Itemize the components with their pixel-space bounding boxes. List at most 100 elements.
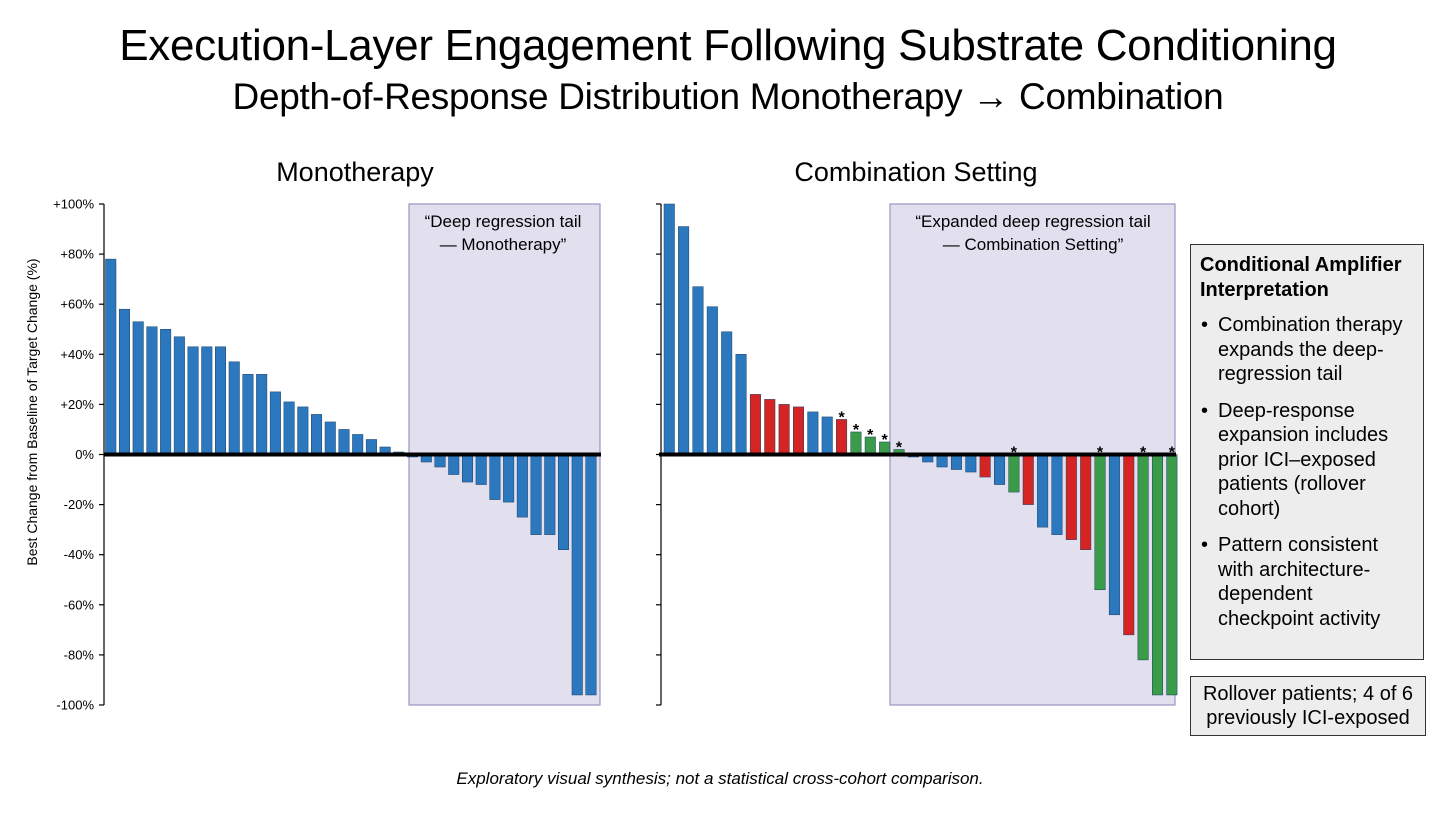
- y-tick-label: +60%: [60, 297, 94, 312]
- interpretation-bullet-text: Combination therapy expands the deep-reg…: [1218, 314, 1403, 385]
- bar: [1065, 454, 1077, 540]
- y-tick-label: -40%: [64, 547, 95, 562]
- y-axis-label: Best Change from Baseline of Target Chan…: [24, 258, 40, 565]
- interpretation-bullet-text: Pattern consistent with architecture-dep…: [1218, 534, 1381, 630]
- bar: [338, 429, 350, 455]
- bar: [269, 391, 281, 455]
- asterisk-marker: *: [867, 427, 874, 444]
- bar: [352, 434, 364, 455]
- bar: [461, 454, 473, 483]
- bar: [994, 454, 1006, 485]
- bar: [132, 321, 144, 455]
- bar: [585, 454, 597, 696]
- bar: [228, 361, 240, 455]
- bar: [544, 454, 556, 535]
- y-tick-label: +80%: [60, 247, 94, 262]
- chart-title: Execution-Layer Engagement Following Sub…: [119, 21, 1337, 70]
- bar: [1037, 454, 1049, 528]
- bullet-icon: •: [1201, 534, 1209, 556]
- shaded-region-label-line: “Expanded deep regression tail: [915, 212, 1150, 231]
- y-tick-label: -60%: [64, 597, 95, 612]
- panel-title: Monotherapy: [276, 157, 434, 187]
- bar: [1108, 454, 1120, 616]
- bar: [118, 308, 130, 455]
- bar: [663, 203, 675, 455]
- panel-title: Combination Setting: [794, 157, 1037, 187]
- bar: [764, 399, 776, 455]
- bar: [1022, 454, 1034, 505]
- interpretation-title: Conditional Amplifier Interpretation: [1200, 254, 1402, 301]
- y-tick-label: 0%: [75, 447, 94, 462]
- footnote: Exploratory visual synthesis; not a stat…: [456, 769, 984, 788]
- bar: [297, 406, 309, 455]
- interpretation-bullet: • Combination therapy expands the deep-re…: [1200, 313, 1413, 387]
- interpretation-bullet: • Pattern consistent with architecture-de…: [1200, 533, 1413, 631]
- y-axis-tick-labels: +100% +80% +60% +40% +20% 0% -20% -40% -60% -80% -…: [53, 197, 94, 713]
- y-tick-label: -20%: [64, 497, 95, 512]
- interpretation-bullet: • Deep-response expansion includes prior …: [1200, 399, 1413, 522]
- bar: [242, 374, 254, 455]
- bar: [311, 414, 323, 455]
- bar: [821, 416, 833, 455]
- bar: [1151, 454, 1163, 696]
- shaded-region-label-line: “Deep regression tail: [425, 212, 582, 231]
- bullet-icon: •: [1201, 399, 1209, 422]
- bar: [215, 346, 227, 455]
- asterisk-marker: *: [838, 409, 845, 426]
- bar: [475, 454, 487, 485]
- bar: [1051, 454, 1063, 535]
- bar: [965, 454, 977, 473]
- shaded-region-label-line: — Monotherapy”: [440, 235, 567, 254]
- y-tick-label: -100%: [56, 698, 94, 713]
- rollover-note: Rollover patients; 4 of 6 previously ICI…: [1190, 676, 1426, 736]
- bar: [678, 226, 690, 455]
- bullet-icon: •: [1201, 314, 1209, 336]
- monotherapy-panel: “Deep regression tail — Monotherapy” Monot…: [99, 157, 601, 706]
- bar: [571, 454, 583, 696]
- bar: [448, 454, 460, 475]
- chart-subtitle: Depth-of-Response Distribution Monothera…: [232, 76, 1224, 117]
- y-tick-label: +40%: [60, 347, 94, 362]
- bar: [173, 336, 185, 455]
- bar: [1137, 454, 1149, 661]
- bar: [1080, 454, 1092, 550]
- bar: [283, 401, 295, 455]
- bar: [692, 286, 704, 455]
- bar: [201, 346, 213, 455]
- bar: [778, 404, 790, 455]
- asterisk-marker: *: [882, 432, 889, 449]
- bar: [735, 354, 747, 455]
- bar: [950, 454, 962, 470]
- y-tick-label: -80%: [64, 647, 95, 662]
- interpretation-list: • Combination therapy expands the deep-re…: [1200, 313, 1413, 631]
- interpretation-box: Conditional Amplifier Interpretation • Co…: [1190, 244, 1424, 660]
- bar: [1166, 454, 1178, 696]
- asterisk-marker: *: [896, 439, 903, 456]
- bar: [187, 346, 199, 455]
- bar: [516, 454, 528, 518]
- y-tick-label: +100%: [53, 197, 94, 212]
- bar: [530, 454, 542, 535]
- bar: [807, 411, 819, 455]
- bar: [979, 454, 991, 478]
- bar: [503, 454, 515, 503]
- interpretation-bullet-text: Deep-response expansion includes prior I…: [1218, 399, 1389, 520]
- bar: [324, 421, 336, 455]
- bar: [721, 331, 733, 455]
- shaded-region-label: “Expanded deep regression tail — Combinat…: [915, 212, 1150, 254]
- y-tick-label: +20%: [60, 397, 94, 412]
- bar: [1094, 454, 1106, 591]
- bar: [160, 329, 172, 455]
- bar: [365, 439, 377, 455]
- bar: [706, 306, 718, 455]
- bar: [749, 394, 761, 455]
- shaded-region-label: “Deep regression tail — Monotherapy”: [425, 212, 582, 254]
- bar: [146, 326, 158, 455]
- bar: [558, 454, 570, 550]
- asterisk-marker: *: [853, 422, 860, 439]
- bar: [105, 258, 117, 455]
- bar: [792, 406, 804, 455]
- combination-panel: “Expanded deep regression tail — Combinat…: [656, 157, 1178, 706]
- bar: [1123, 454, 1135, 636]
